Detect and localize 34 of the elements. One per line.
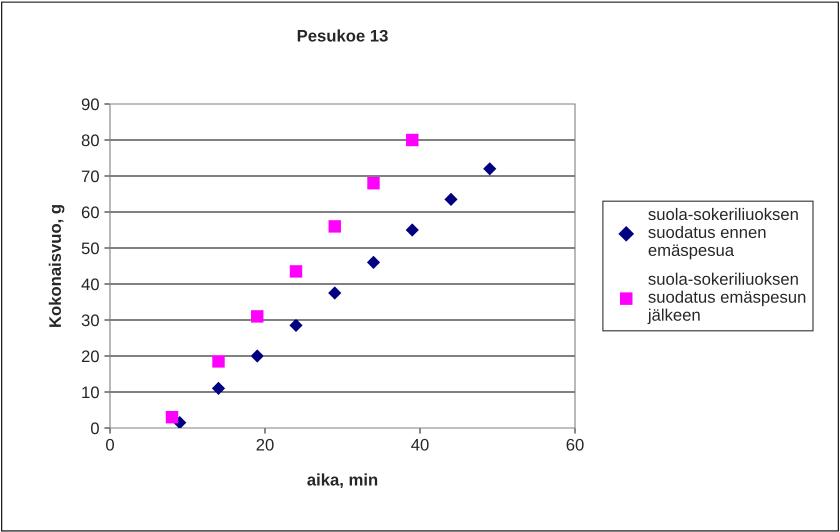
y-tick-label: 10 — [82, 386, 99, 398]
x-tick-label: 20 — [256, 438, 274, 451]
point — [483, 162, 496, 176]
legend-label: suola-sokeriliuoksen suodatus emäspesun jälkeen — [647, 272, 806, 324]
point — [212, 355, 225, 368]
point — [367, 176, 380, 190]
y-tick-label: 90 — [82, 98, 99, 110]
x-tick-label: 0 — [106, 438, 114, 451]
y-tick-label: 50 — [82, 242, 99, 254]
y-tick-label: 70 — [82, 170, 99, 182]
point — [251, 310, 264, 323]
x-tick-label: 60 — [566, 438, 584, 451]
point — [290, 265, 302, 278]
y-tick-label: 80 — [82, 134, 99, 146]
point — [250, 349, 264, 363]
y-tick-label: 20 — [82, 350, 99, 362]
point — [166, 410, 178, 424]
point — [406, 134, 418, 146]
point — [366, 256, 380, 269]
point — [289, 318, 303, 332]
point — [328, 286, 342, 300]
y-axis-title: Kokonaisvuo, g — [48, 205, 64, 327]
y-tick-label: 40 — [81, 278, 99, 290]
y-tick-label: 0 — [90, 422, 99, 434]
point — [444, 192, 458, 206]
x-axis-title: aika, min — [307, 473, 378, 488]
y-tick-label: 60 — [82, 206, 99, 218]
chart-title: Pesukoe 13 — [298, 29, 388, 42]
legend-label: suola-sokeriliuoksen suodatus ennen emäspesua — [648, 208, 798, 260]
point — [328, 220, 341, 233]
x-tick-label: 40 — [411, 438, 429, 451]
point — [406, 223, 419, 237]
y-tick-label: 30 — [82, 314, 99, 326]
point — [212, 382, 226, 395]
